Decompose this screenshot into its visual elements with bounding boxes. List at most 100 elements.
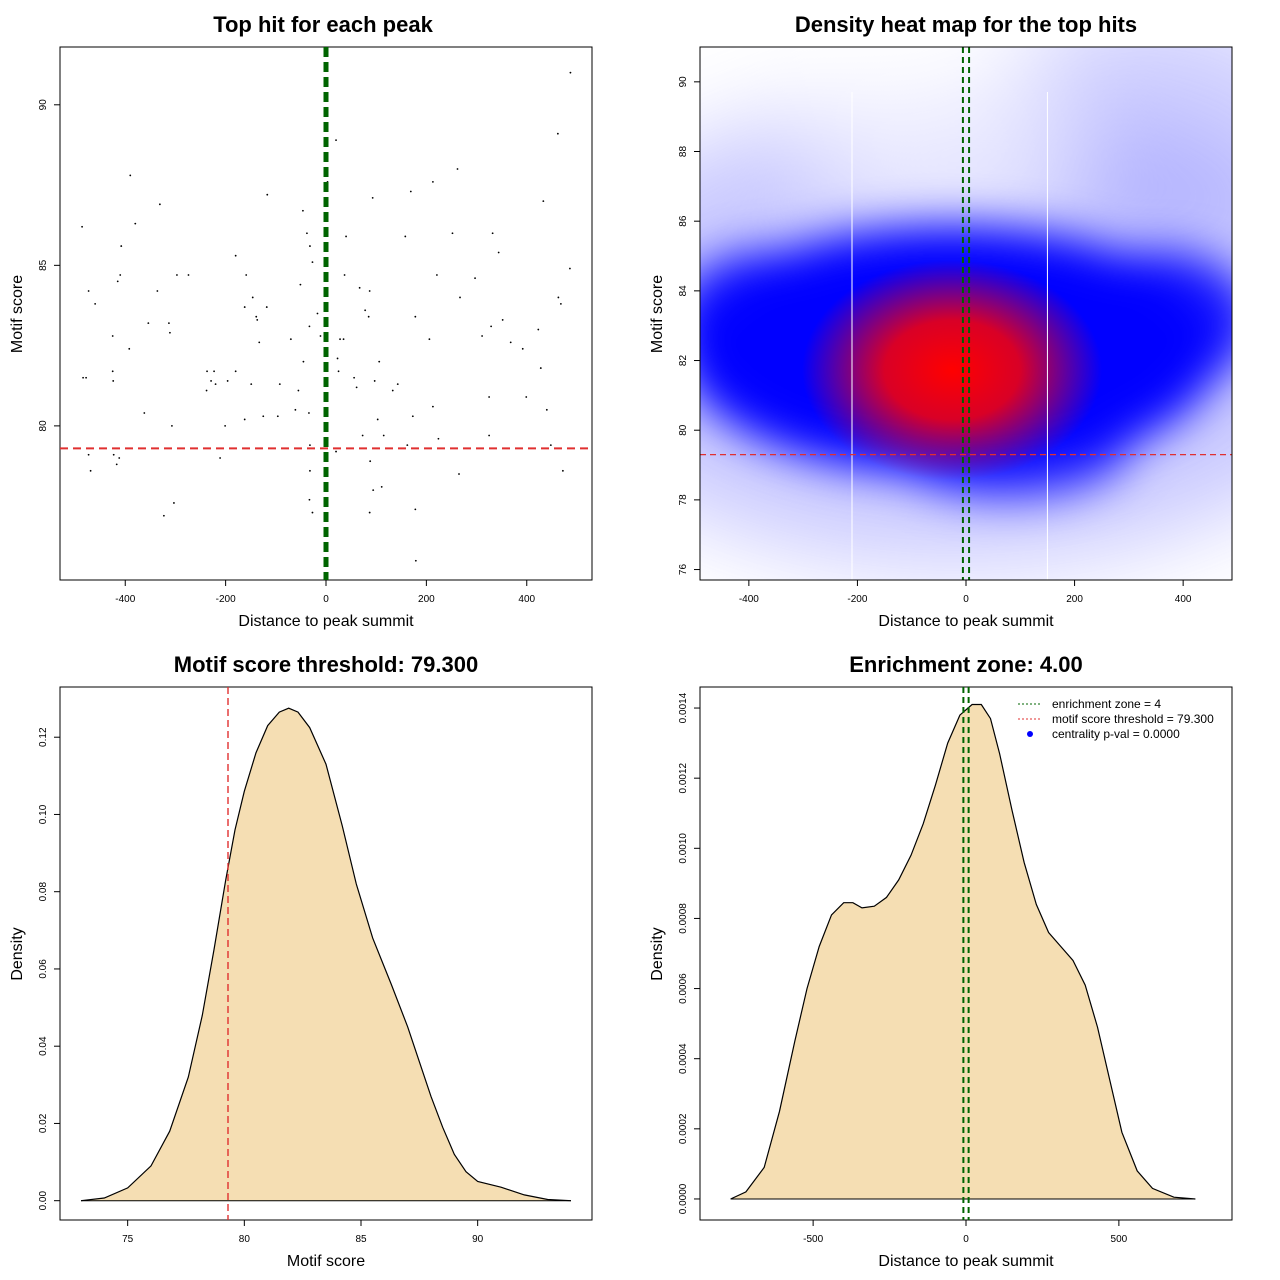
scatter-point xyxy=(456,168,459,170)
score-density-y-tick-label: 0.08 xyxy=(38,882,49,902)
scatter-point xyxy=(376,418,379,421)
scatter-point xyxy=(112,380,115,382)
scatter-point xyxy=(111,370,114,373)
scatter-point xyxy=(112,453,115,456)
scatter-point xyxy=(353,376,356,379)
scatter-point xyxy=(559,302,562,305)
score-density-curve xyxy=(80,707,572,1202)
scatter-point xyxy=(316,312,319,315)
scatter-point xyxy=(309,469,311,472)
heatmap-y-tick-label: 82 xyxy=(678,355,689,367)
scatter-point xyxy=(458,473,460,475)
scatter-y-axis-label: Motif score xyxy=(9,275,26,353)
scatter-point xyxy=(368,290,371,292)
scatter-point xyxy=(234,254,237,257)
scatter-x-tick-label: -200 xyxy=(216,594,236,605)
scatter-point xyxy=(335,450,337,453)
heatmap-title: Density heat map for the top hits xyxy=(795,12,1137,37)
scatter-point xyxy=(539,367,542,369)
scatter-point xyxy=(278,383,281,386)
scatter-point xyxy=(488,434,491,437)
scatter-point xyxy=(119,274,122,276)
scatter-point xyxy=(339,338,341,341)
scatter-title: Top hit for each peak xyxy=(213,12,433,37)
heatmap-y-tick-label: 84 xyxy=(678,285,689,297)
scatter-point xyxy=(308,412,310,414)
scatter-point xyxy=(437,437,440,440)
scatter-point xyxy=(459,296,461,299)
scatter-point xyxy=(258,341,261,344)
scatter-point xyxy=(250,383,253,386)
scatter-x-tick-label: -400 xyxy=(115,594,135,605)
heatmap-y-tick-label: 78 xyxy=(678,494,689,506)
scatter-point xyxy=(111,335,114,337)
scatter-point xyxy=(205,389,208,392)
distance-density-y-tick-label: 0.0012 xyxy=(678,762,689,793)
scatter-point xyxy=(490,325,493,328)
scatter-point xyxy=(143,412,146,414)
scatter-point xyxy=(309,444,311,447)
heatmap-x-tick-label: -200 xyxy=(847,594,867,605)
scatter-point xyxy=(213,370,215,373)
scatter-point xyxy=(118,457,121,459)
scatter-point xyxy=(364,309,367,312)
scatter-point xyxy=(373,380,376,382)
distance-density-x-tick-label: -500 xyxy=(803,1234,823,1245)
scatter-point xyxy=(302,209,304,212)
scatter-point xyxy=(128,347,131,350)
scatter-point xyxy=(378,360,381,363)
scatter-x-axis-label: Distance to peak summit xyxy=(238,613,414,630)
scatter-point xyxy=(134,222,137,225)
scatter-point xyxy=(342,338,345,341)
scatter-point xyxy=(497,251,500,254)
heatmap-y-tick-label: 80 xyxy=(678,424,689,436)
score-density-y-axis-label: Density xyxy=(9,927,26,980)
distance-density-y-tick-label: 0.0006 xyxy=(678,973,689,1004)
scatter-point xyxy=(187,274,190,276)
scatter-point xyxy=(428,338,431,341)
scatter-point xyxy=(251,296,254,299)
score-density-title: Motif score threshold: 79.300 xyxy=(174,652,478,677)
scatter-point xyxy=(355,386,358,389)
scatter-point xyxy=(309,245,311,247)
distance-density-y-tick-label: 0.0002 xyxy=(678,1113,689,1144)
score-density-x-tick-label: 80 xyxy=(239,1234,251,1245)
scatter-point xyxy=(432,405,434,408)
scatter-point xyxy=(206,370,208,373)
scatter-point xyxy=(549,444,552,447)
scatter-point xyxy=(542,200,545,203)
scatter-point xyxy=(94,302,97,305)
scatter-point xyxy=(87,453,90,456)
score-density-x-tick-label: 85 xyxy=(355,1234,367,1245)
heatmap-x-tick-label: 0 xyxy=(963,594,969,605)
scatter-point xyxy=(311,511,314,514)
scatter-point xyxy=(89,469,92,472)
scatter-point xyxy=(82,376,84,379)
scatter-point xyxy=(382,434,385,437)
scatter-point xyxy=(336,357,339,360)
scatter-point xyxy=(156,290,159,292)
score-density-x-tick-label: 90 xyxy=(472,1234,484,1245)
scatter-point xyxy=(226,380,229,382)
scatter-point xyxy=(289,338,292,341)
scatter-point xyxy=(537,328,540,331)
heatmap-plot-frame xyxy=(699,46,1233,581)
scatter-point xyxy=(158,203,161,206)
scatter-point xyxy=(414,508,417,511)
scatter-point xyxy=(266,193,269,196)
score-density-panel: Motif score threshold: 79.300 75 80 85 90 0.… xyxy=(9,652,593,1270)
score-density-y-tick-label: 0.12 xyxy=(38,727,49,747)
scatter-point xyxy=(369,460,372,463)
legend-pval-swatch xyxy=(1027,731,1033,737)
scatter-point xyxy=(243,418,246,421)
scatter-point xyxy=(525,396,528,398)
score-density-y-tick-label: 0.06 xyxy=(38,959,49,979)
scatter-point xyxy=(391,389,394,392)
scatter-point xyxy=(345,235,347,238)
scatter-y-tick-label: 85 xyxy=(38,259,49,271)
scatter-point xyxy=(396,383,399,386)
scatter-point xyxy=(481,335,483,337)
scatter-y-tick-label: 90 xyxy=(38,99,49,111)
heatmap-x-tick-label: -400 xyxy=(739,594,759,605)
score-density-x-axis-label: Motif score xyxy=(287,1253,365,1270)
